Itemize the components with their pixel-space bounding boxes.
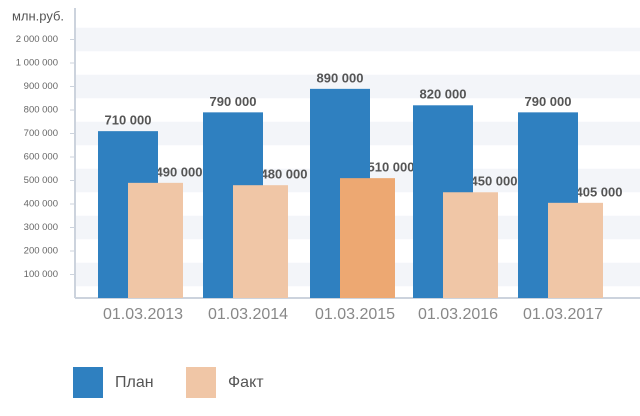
y-tick-label: 800 000 [24, 105, 58, 116]
y-tick-label: 500 000 [24, 175, 58, 186]
y-tick-label: 400 000 [24, 199, 58, 210]
y-axis-title: млн.руб. [12, 8, 64, 23]
value-label: 790 000 [210, 94, 257, 109]
legend-label: План [115, 374, 154, 391]
value-label: 480 000 [261, 167, 308, 182]
bar [233, 185, 288, 298]
value-label: 890 000 [317, 70, 364, 85]
value-label: 405 000 [576, 184, 623, 199]
value-label: 820 000 [420, 87, 467, 102]
y-tick-label: 100 000 [24, 269, 58, 280]
grid-band [75, 74, 640, 99]
y-tick-label: 700 000 [24, 128, 58, 139]
value-label: 510 000 [368, 160, 415, 175]
x-tick-label: 01.03.2017 [523, 306, 603, 323]
x-tick-label: 01.03.2014 [208, 306, 288, 323]
x-tick-label: 01.03.2016 [418, 306, 498, 323]
grid-band [75, 27, 640, 52]
value-label: 710 000 [105, 113, 152, 128]
legend-label: Факт [228, 374, 264, 391]
value-label: 490 000 [156, 164, 203, 179]
bar [340, 178, 395, 298]
y-tick-label: 200 000 [24, 246, 58, 257]
legend-swatch [73, 367, 103, 398]
x-tick-label: 01.03.2013 [103, 306, 183, 323]
value-label: 790 000 [525, 94, 572, 109]
y-tick-label: 300 000 [24, 222, 58, 233]
y-tick-label: 2 000 000 [16, 34, 58, 45]
y-tick-label: 900 000 [24, 81, 58, 92]
bar [128, 182, 183, 298]
bar [548, 202, 603, 298]
y-tick-label: 600 000 [24, 152, 58, 163]
legend-swatch [186, 367, 216, 398]
bar [443, 192, 498, 298]
value-label: 450 000 [471, 174, 518, 189]
x-tick-label: 01.03.2015 [315, 306, 395, 323]
y-tick-label: 1 000 000 [16, 58, 58, 69]
